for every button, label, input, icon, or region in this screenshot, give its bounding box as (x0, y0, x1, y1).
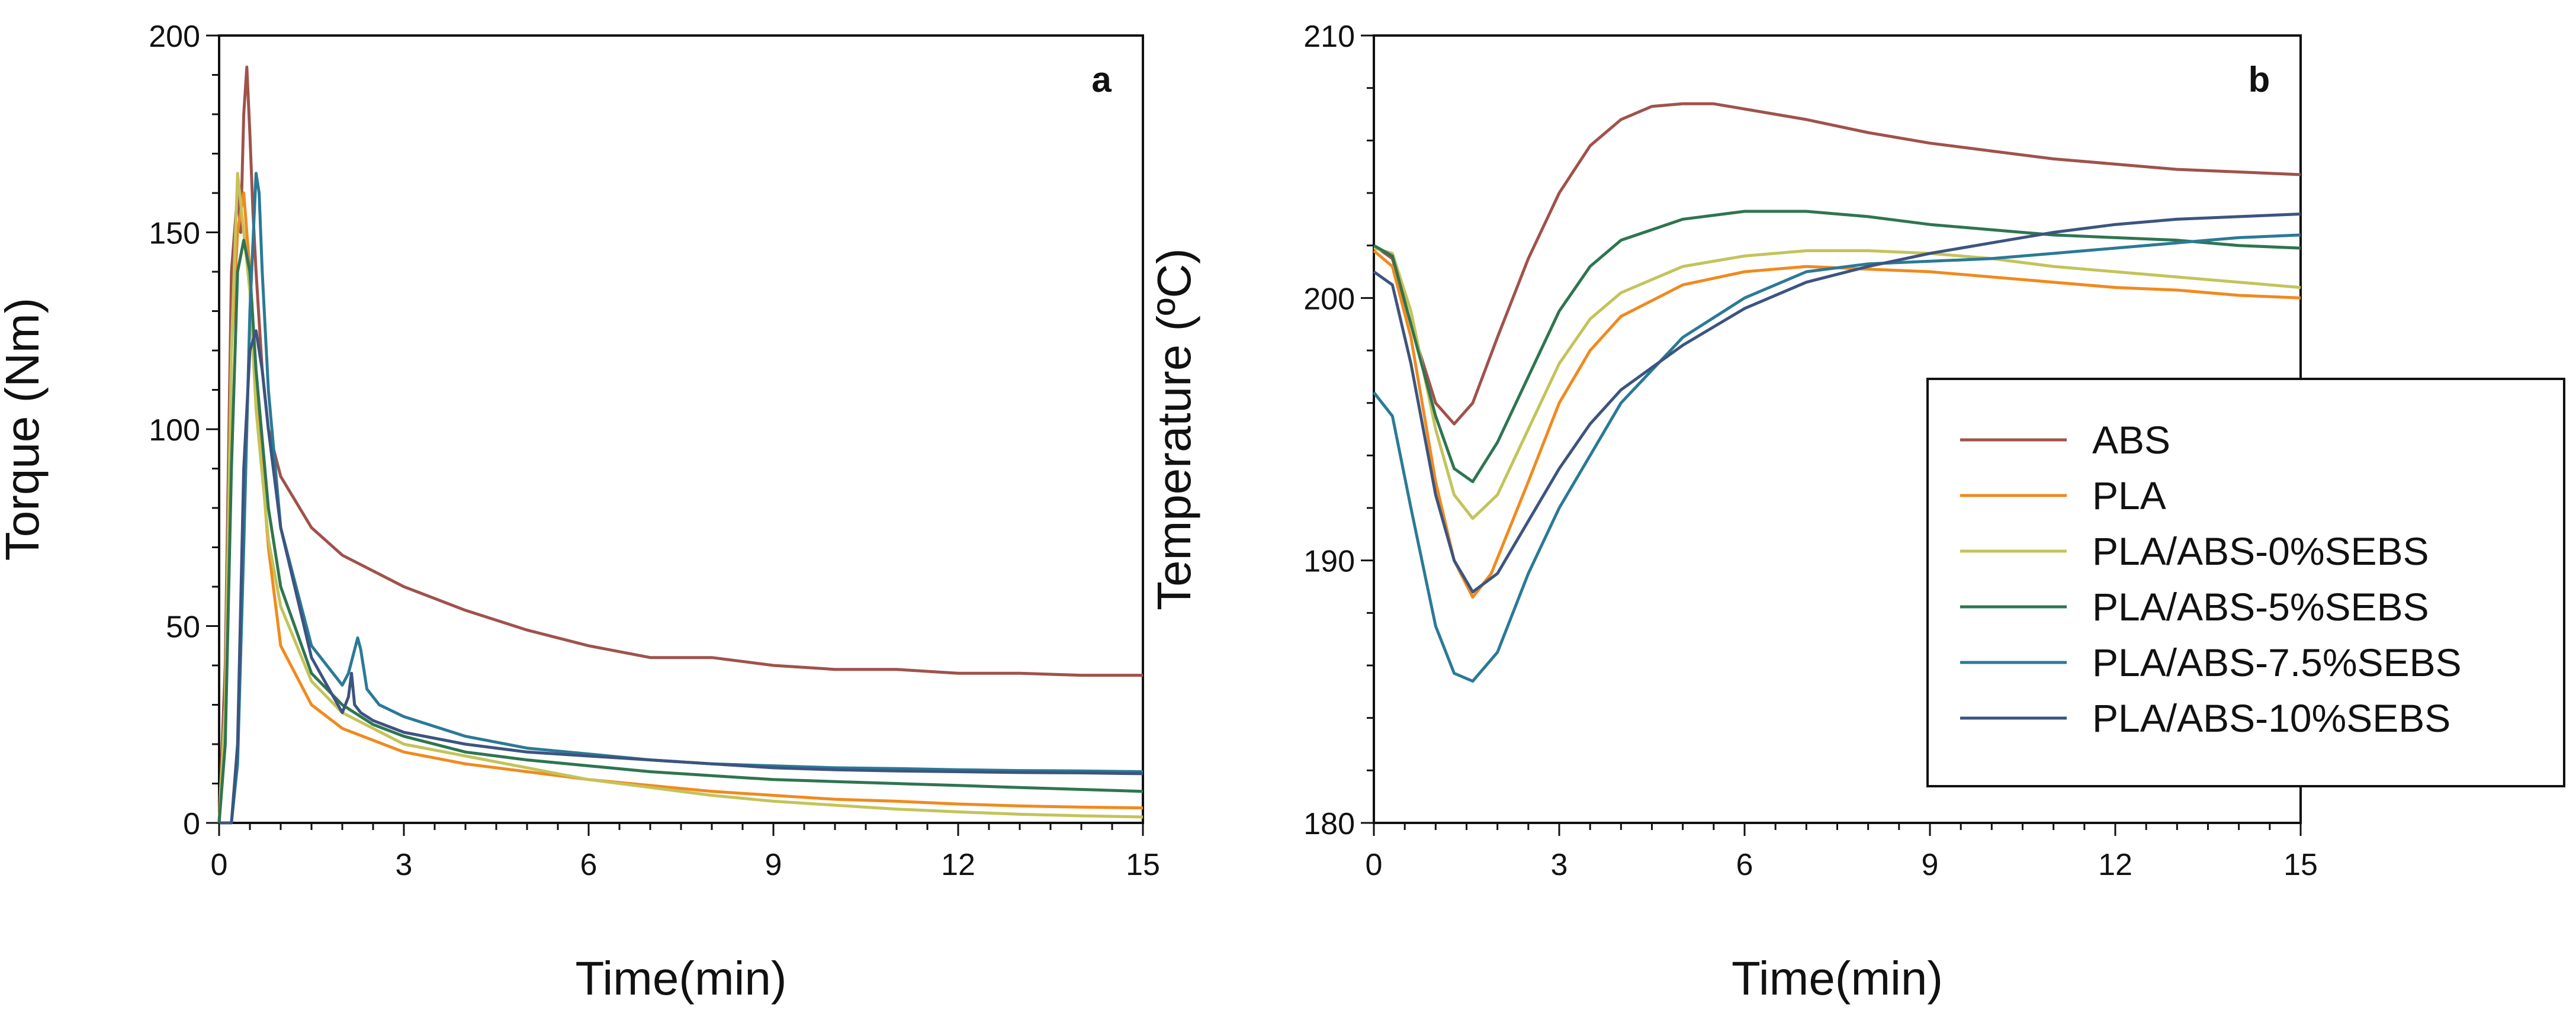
legend-label: PLA/ABS-7.5%SEBS (2092, 641, 2462, 684)
y-tick-label: 150 (149, 217, 200, 251)
x-tick-label: 3 (1551, 848, 1568, 882)
y-tick-label: 50 (166, 610, 200, 645)
y-tick-label: 210 (1303, 20, 1355, 54)
y-tick-label: 100 (149, 413, 200, 448)
series-line-pla-abs-5-sebs (217, 239, 1144, 823)
y-axis-title: Torque (Nm) (0, 298, 49, 561)
x-tick-label: 12 (2098, 848, 2132, 882)
x-tick-label: 0 (211, 848, 228, 882)
series-line-pla-abs-0-sebs (217, 172, 1144, 823)
series-line-pla-abs-0-sebs (1373, 246, 2301, 520)
x-tick-label: 12 (941, 848, 975, 882)
series-line-pla-abs-5-sebs (1373, 210, 2301, 484)
y-tick-label: 0 (183, 807, 200, 841)
y-tick-label: 190 (1303, 545, 1355, 579)
x-tick-label: 15 (1126, 848, 1160, 882)
x-tick-label: 9 (765, 848, 782, 882)
x-axis-title: Time(min) (576, 952, 787, 1005)
y-tick-label: 180 (1303, 807, 1355, 841)
x-tick-label: 3 (396, 848, 413, 882)
legend-label: PLA/ABS-5%SEBS (2092, 585, 2429, 629)
y-axis-title: Temperature (ºC) (1148, 248, 1200, 610)
series-line-pla-abs-10-sebs (219, 329, 1144, 825)
x-tick-label: 9 (1922, 848, 1939, 882)
series-line-abs (217, 65, 1143, 823)
series-line-abs (1373, 102, 2301, 426)
series-line-pla (1373, 249, 2301, 599)
series-line-pla-abs-7-5-sebs (219, 172, 1144, 825)
y-tick-label: 200 (1303, 282, 1355, 316)
panel-label: a (1091, 60, 1112, 99)
chart-panel-b: 0 3 6 9 12 15 180 190 200 210 Time(min) Temperature… (1148, 20, 2565, 1005)
legend-label: PLA/ABS-0%SEBS (2092, 529, 2429, 573)
x-tick-label: 6 (580, 848, 598, 882)
series-line-pla-abs-7-5-sebs (1373, 233, 2301, 683)
legend-label: PLA (2092, 474, 2166, 517)
x-axis-title: Time(min) (1732, 952, 1943, 1005)
y-tick-label: 200 (149, 20, 200, 54)
plot-frame (218, 34, 1144, 824)
x-tick-label: 6 (1736, 848, 1753, 882)
panel-label: b (2249, 60, 2270, 99)
legend: ABS PLA PLA/ABS-0%SEBS PLA/ABS-5%SEBS PLA/AB… (1926, 378, 2565, 787)
series-line-pla-abs-10-sebs (1373, 213, 2301, 594)
x-tick-label: 0 (1366, 848, 1383, 882)
x-tick-label: 15 (2283, 848, 2318, 882)
legend-label: PLA/ABS-10%SEBS (2092, 696, 2450, 740)
legend-label: ABS (2092, 418, 2170, 462)
series-line-pla (217, 191, 1144, 823)
